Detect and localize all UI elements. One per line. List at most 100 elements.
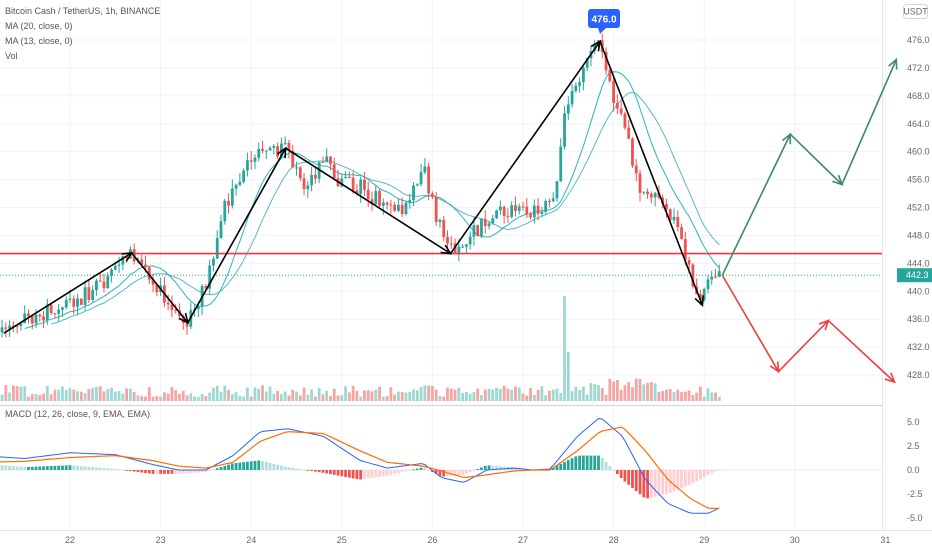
candle-body[interactable] <box>506 215 510 217</box>
candle-body[interactable] <box>668 209 672 221</box>
candle-body[interactable] <box>687 259 691 265</box>
candle-body[interactable] <box>442 219 446 237</box>
candle-body[interactable] <box>517 206 521 211</box>
candle-body[interactable] <box>79 298 83 305</box>
candle-body[interactable] <box>57 309 61 314</box>
candle-body[interactable] <box>253 157 257 162</box>
candle-body[interactable] <box>714 276 717 278</box>
candle-body[interactable] <box>268 147 272 151</box>
candle-body[interactable] <box>302 178 306 190</box>
candle-body[interactable] <box>340 178 344 187</box>
candle-body[interactable] <box>472 225 476 237</box>
candle-body[interactable] <box>374 191 378 205</box>
candle-body[interactable] <box>155 284 159 293</box>
candle-body[interactable] <box>665 203 668 210</box>
candle-body[interactable] <box>423 166 427 173</box>
candle-body[interactable] <box>298 167 302 179</box>
candle-body[interactable] <box>536 205 540 214</box>
candle-body[interactable] <box>449 243 453 245</box>
candle-body[interactable] <box>30 316 34 324</box>
candle-body[interactable] <box>608 70 612 81</box>
candle-body[interactable] <box>400 204 404 214</box>
candle-body[interactable] <box>370 199 374 205</box>
candle-body[interactable] <box>76 298 79 307</box>
candle-body[interactable] <box>691 264 695 287</box>
candle-body[interactable] <box>431 193 434 197</box>
bearish-projection-arrow[interactable] <box>721 274 896 383</box>
candle-body[interactable] <box>702 289 706 300</box>
candle-body[interactable] <box>366 189 370 200</box>
candle-body[interactable] <box>23 313 27 324</box>
candle-body[interactable] <box>563 113 566 147</box>
candle-body[interactable] <box>106 276 110 289</box>
candle-body[interactable] <box>321 162 325 164</box>
candle-body[interactable] <box>140 259 144 265</box>
candle-body[interactable] <box>559 146 563 182</box>
candle-body[interactable] <box>257 148 261 158</box>
candle-body[interactable] <box>83 287 87 305</box>
ma20-legend[interactable]: MA (20, close, 0) <box>5 21 73 31</box>
candle-body[interactable] <box>276 146 280 157</box>
candle-body[interactable] <box>344 177 347 179</box>
candle-body[interactable] <box>329 156 332 165</box>
candle-body[interactable] <box>555 181 559 199</box>
candle-body[interactable] <box>627 127 631 139</box>
volume-legend[interactable]: Vol <box>5 51 18 61</box>
candle-body[interactable] <box>615 103 619 109</box>
candle-body[interactable] <box>45 304 49 321</box>
candle-body[interactable] <box>699 294 702 300</box>
candle-body[interactable] <box>208 265 212 289</box>
candle-body[interactable] <box>49 304 53 314</box>
candle-body[interactable] <box>604 51 608 71</box>
candle-body[interactable] <box>121 256 125 265</box>
candle-body[interactable] <box>710 276 714 280</box>
candle-body[interactable] <box>8 325 11 329</box>
macd-legend[interactable]: MACD (12, 26, close, 9, EMA, EMA) <box>5 409 151 419</box>
candle-body[interactable] <box>68 298 72 300</box>
candle-body[interactable] <box>483 219 487 227</box>
candle-body[interactable] <box>495 210 498 219</box>
candle-body[interactable] <box>0 327 4 333</box>
candle-body[interactable] <box>359 179 363 194</box>
last-price-tag[interactable] <box>897 268 932 283</box>
candle-body[interactable] <box>95 280 98 291</box>
candle-body[interactable] <box>174 309 178 311</box>
candle-body[interactable] <box>529 214 532 218</box>
high-badge[interactable] <box>588 9 621 28</box>
candle-body[interactable] <box>53 313 57 315</box>
candle-body[interactable] <box>385 202 389 205</box>
candle-body[interactable] <box>566 104 570 114</box>
candle-body[interactable] <box>246 160 249 171</box>
candle-body[interactable] <box>264 150 268 152</box>
candle-body[interactable] <box>64 299 68 308</box>
candle-body[interactable] <box>457 246 461 254</box>
candle-body[interactable] <box>408 200 412 203</box>
candle-body[interactable] <box>325 156 329 163</box>
candle-body[interactable] <box>653 192 657 198</box>
candle-body[interactable] <box>548 200 551 202</box>
candle-body[interactable] <box>412 185 415 201</box>
candle-body[interactable] <box>306 185 310 190</box>
candle-body[interactable] <box>570 90 574 105</box>
candle-body[interactable] <box>683 239 687 260</box>
candle-body[interactable] <box>34 314 38 324</box>
candle-body[interactable] <box>242 170 246 182</box>
candle-body[interactable] <box>91 290 95 301</box>
ma13-legend[interactable]: MA (13, close, 0) <box>5 36 73 46</box>
candle-body[interactable] <box>166 302 170 305</box>
candle-body[interactable] <box>351 177 355 191</box>
candle-body[interactable] <box>363 179 366 190</box>
candle-body[interactable] <box>634 165 638 174</box>
candle-body[interactable] <box>151 279 155 285</box>
candle-body[interactable] <box>672 216 676 221</box>
candle-body[interactable] <box>147 267 151 280</box>
candle-body[interactable] <box>397 204 400 211</box>
candle-body[interactable] <box>502 206 506 216</box>
candle-body[interactable] <box>72 298 76 307</box>
candle-body[interactable] <box>170 304 174 310</box>
candle-body[interactable] <box>521 206 525 208</box>
candle-body[interactable] <box>113 265 117 270</box>
candle-body[interactable] <box>42 316 45 321</box>
candle-body[interactable] <box>204 286 208 289</box>
candle-body[interactable] <box>631 138 634 166</box>
